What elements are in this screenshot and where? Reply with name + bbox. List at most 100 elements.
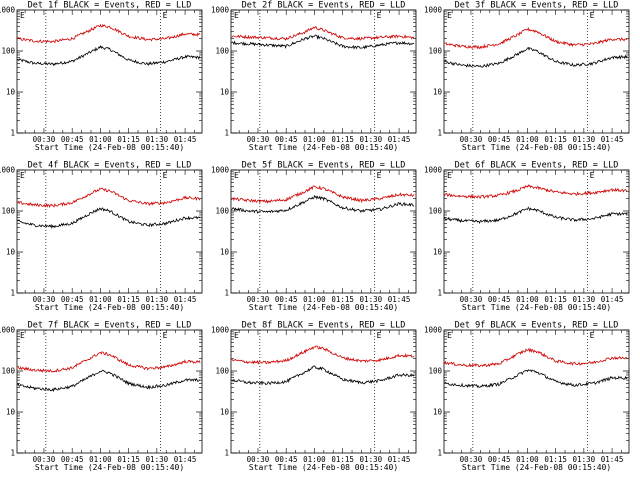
y-tick-label: 10 <box>433 248 443 257</box>
detector-panel-7: Det 7f BLACK = Events, RED = LLD 1 10 100 10… <box>0 321 203 472</box>
x-tick-label: 01:15 <box>544 295 567 304</box>
y-tick-label: 1 <box>224 289 229 298</box>
lld-series-line <box>231 26 415 41</box>
x-tick-label: 01:30 <box>360 455 383 464</box>
flag-marker: E <box>447 331 452 340</box>
flag-marker: E <box>447 171 452 180</box>
x-tick-label: 01:15 <box>331 135 354 144</box>
plot-frame <box>443 9 630 134</box>
lld-series-line <box>17 351 201 373</box>
lld-series-line <box>444 347 628 368</box>
events-series-line <box>444 46 628 68</box>
detector-panel-4: Det 4f BLACK = Events, RED = LLD 1 10 100 10… <box>0 161 203 312</box>
flag-marker: E <box>234 331 239 340</box>
y-tick-label: 10 <box>6 248 16 257</box>
x-tick-label: 00:30 <box>33 455 56 464</box>
detector-panel-1: Det 1f BLACK = Events, RED = LLD 1 10 100 10… <box>0 1 203 152</box>
flag-marker: E <box>377 331 382 340</box>
x-tick-label: 01:00 <box>89 295 112 304</box>
x-axis-label: Start Time (24-Feb-08 00:15:40) <box>462 303 611 312</box>
x-tick-label: 01:00 <box>516 455 539 464</box>
x-tick-label: 01:15 <box>331 295 354 304</box>
panel-title: Det 3f BLACK = Events, RED = LLD <box>455 1 619 11</box>
y-tick-label: 1 <box>437 129 442 138</box>
flag-marker: E <box>20 331 25 340</box>
flag-marker: E <box>377 171 382 180</box>
x-tick-label: 01:15 <box>331 455 354 464</box>
x-tick-label: 00:30 <box>460 295 483 304</box>
lld-series-line <box>444 184 628 199</box>
plot-frame <box>230 9 417 134</box>
y-tick-label: 100 <box>428 367 442 376</box>
x-tick-label: 01:00 <box>303 295 326 304</box>
y-tick-label: 1 <box>10 289 15 298</box>
x-tick-label: 00:30 <box>247 295 270 304</box>
events-series-line <box>17 44 201 67</box>
y-tick-label: 100 <box>215 47 229 56</box>
x-tick-label: 01:15 <box>544 135 567 144</box>
detector-panel-3: Det 3f BLACK = Events, RED = LLD 1 10 100 10… <box>424 1 630 152</box>
x-tick-label: 01:30 <box>573 135 596 144</box>
events-series-line <box>231 194 415 214</box>
x-tick-label: 01:00 <box>303 135 326 144</box>
y-tick-label: 1000 <box>0 6 15 15</box>
x-axis-label: Start Time (24-Feb-08 00:15:40) <box>462 463 611 472</box>
x-tick-label: 01:45 <box>174 135 197 144</box>
x-tick-label: 01:30 <box>146 455 169 464</box>
y-tick-label: 100 <box>428 207 442 216</box>
x-tick-label: 01:45 <box>388 455 411 464</box>
x-tick-label: 01:00 <box>516 295 539 304</box>
flag-marker: E <box>590 11 595 20</box>
y-tick-label: 1000 <box>211 326 230 335</box>
x-tick-label: 00:30 <box>460 455 483 464</box>
x-tick-label: 00:30 <box>33 135 56 144</box>
y-tick-label: 1 <box>224 449 229 458</box>
x-axis-label: Start Time (24-Feb-08 00:15:40) <box>462 143 611 152</box>
x-tick-label: 00:30 <box>33 295 56 304</box>
y-tick-label: 1 <box>10 129 15 138</box>
x-tick-label: 01:15 <box>117 135 140 144</box>
x-tick-label: 00:45 <box>275 455 298 464</box>
lld-series-line <box>17 23 201 44</box>
y-tick-label: 100 <box>215 367 229 376</box>
events-series-line <box>231 365 415 386</box>
x-tick-label: 01:45 <box>601 295 624 304</box>
detector-panel-8: Det 8f BLACK = Events, RED = LLD 1 10 100 10… <box>211 321 417 472</box>
panel-title: Det 4f BLACK = Events, RED = LLD <box>28 161 192 171</box>
flag-marker: E <box>20 171 25 180</box>
lld-series-line <box>231 345 415 365</box>
y-tick-label: 100 <box>428 47 442 56</box>
x-axis-label: Start Time (24-Feb-08 00:15:40) <box>249 303 398 312</box>
x-axis-label: Start Time (24-Feb-08 00:15:40) <box>35 463 184 472</box>
x-tick-label: 01:30 <box>146 295 169 304</box>
plot-frame <box>443 169 630 294</box>
y-tick-label: 1000 <box>211 6 230 15</box>
x-tick-label: 01:00 <box>516 135 539 144</box>
detector-panel-2: Det 2f BLACK = Events, RED = LLD 1 10 100 10… <box>211 1 417 152</box>
x-tick-label: 01:45 <box>174 295 197 304</box>
x-tick-label: 01:00 <box>89 455 112 464</box>
plot-frame <box>230 169 417 294</box>
x-tick-label: 00:45 <box>275 135 298 144</box>
x-tick-label: 01:15 <box>117 455 140 464</box>
y-tick-label: 1000 <box>0 326 15 335</box>
y-tick-label: 10 <box>220 88 230 97</box>
flag-marker: E <box>234 11 239 20</box>
detector-panel-9: Det 9f BLACK = Events, RED = LLD 1 10 100 10… <box>424 321 630 472</box>
events-series-line <box>17 207 201 230</box>
x-tick-label: 01:45 <box>388 135 411 144</box>
flag-marker: E <box>590 331 595 340</box>
y-tick-label: 10 <box>220 408 230 417</box>
lld-series-line <box>444 26 628 50</box>
flag-marker: E <box>163 171 168 180</box>
x-tick-label: 01:45 <box>601 135 624 144</box>
x-tick-label: 00:30 <box>247 455 270 464</box>
y-tick-label: 1000 <box>424 326 443 335</box>
y-tick-label: 100 <box>1 207 15 216</box>
x-tick-label: 01:30 <box>573 455 596 464</box>
y-tick-label: 1 <box>10 449 15 458</box>
y-tick-label: 1 <box>437 289 442 298</box>
flag-marker: E <box>163 331 168 340</box>
flag-marker: E <box>234 171 239 180</box>
